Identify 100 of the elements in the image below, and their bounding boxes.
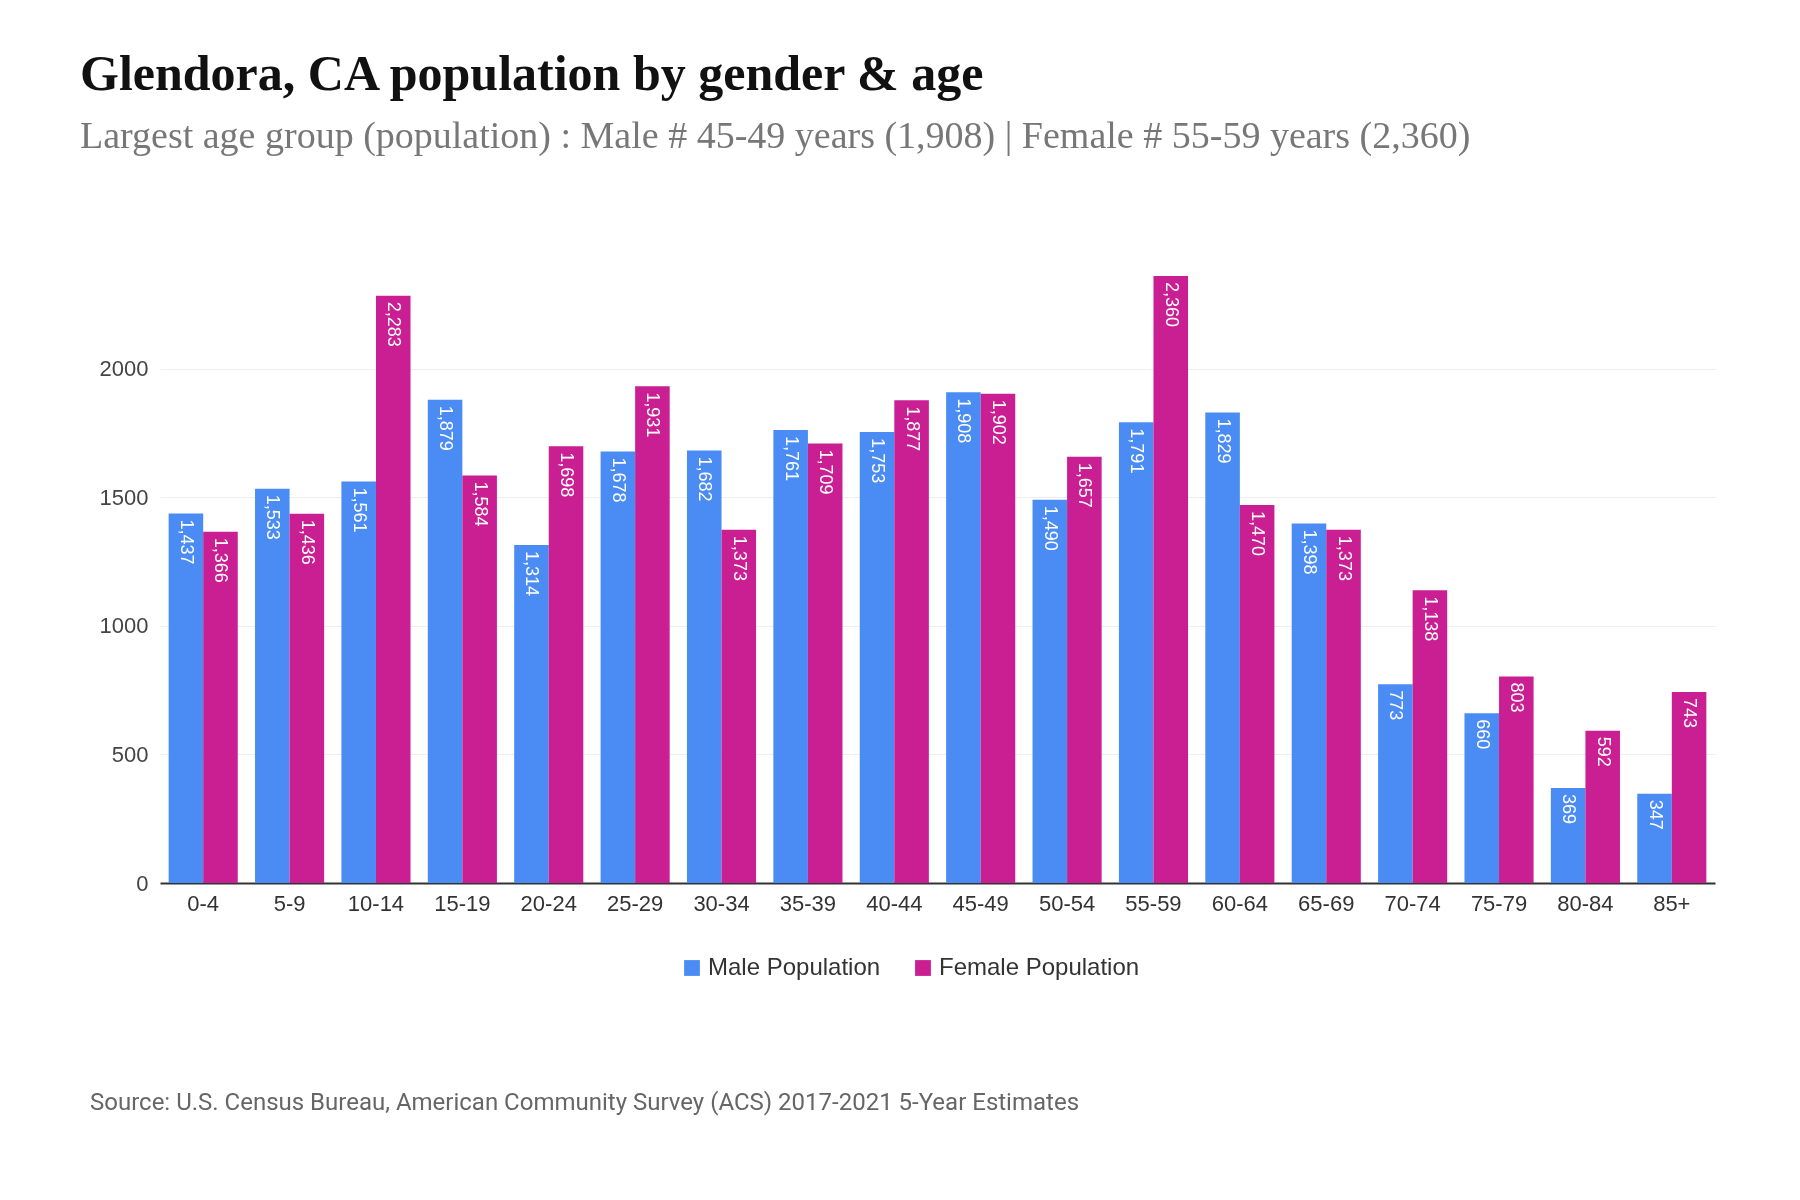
x-tick-label: 10-14 — [347, 890, 405, 916]
data-label: 1,470 — [1248, 510, 1269, 556]
x-tick-label: 45-49 — [952, 890, 1009, 916]
data-label: 1,373 — [729, 535, 750, 581]
bar — [341, 481, 376, 883]
x-tick-label: 75-79 — [1470, 890, 1528, 916]
bar — [686, 450, 722, 883]
chart-subtitle: Largest age group (population) : Male # 45-49 years (1,908) | Female # 55-59 years (2,360) — [80, 114, 1471, 157]
data-label: 1,931 — [643, 392, 664, 438]
data-label: 1,791 — [1127, 428, 1148, 474]
data-label: 1,373 — [1334, 535, 1355, 581]
data-label: 1,436 — [297, 519, 318, 565]
bar — [1671, 691, 1707, 883]
data-label: 1,761 — [781, 436, 802, 482]
bar — [946, 392, 981, 883]
bar — [1464, 713, 1500, 883]
bar — [289, 513, 325, 883]
x-tick-label: 65-69 — [1298, 890, 1355, 916]
data-label: 1,657 — [1075, 462, 1096, 508]
x-tick-label: 15-19 — [434, 890, 491, 916]
data-label: 1,678 — [608, 457, 629, 503]
legend-label: Female Population — [939, 953, 1140, 980]
chart-title: Glendora, CA population by gender & age — [80, 45, 984, 101]
bar — [168, 513, 204, 883]
source-note: Source: U.S. Census Bureau, American Community Survey (ACS) 2017-2021 5-Year Estimates — [90, 1088, 1080, 1116]
data-label: 1,437 — [176, 519, 197, 565]
data-label: 1,584 — [470, 481, 491, 527]
y-tick-label: 1000 — [99, 613, 149, 639]
data-label: 1,698 — [557, 452, 578, 498]
y-tick-label: 1500 — [99, 484, 149, 510]
x-tick-label: 85+ — [1653, 890, 1691, 916]
bar — [1412, 590, 1448, 883]
bar — [1550, 788, 1586, 883]
data-label: 2,283 — [384, 301, 405, 347]
bar — [980, 393, 1016, 883]
data-label: 1,709 — [816, 449, 837, 495]
bar — [427, 399, 463, 883]
bar — [1067, 456, 1102, 883]
x-tick-label: 25-29 — [607, 890, 664, 916]
bar — [1585, 730, 1620, 883]
y-tick-label: 2000 — [99, 356, 149, 382]
bar — [600, 451, 636, 883]
x-tick-label: 30-34 — [693, 890, 750, 916]
data-label: 660 — [1472, 719, 1493, 750]
bar — [635, 386, 670, 883]
data-label: 347 — [1645, 799, 1666, 830]
data-label: 1,561 — [349, 487, 370, 533]
data-label: 803 — [1507, 682, 1528, 713]
bar — [514, 545, 549, 883]
bar — [203, 531, 238, 883]
bar — [807, 443, 843, 883]
bar — [721, 529, 757, 883]
bar — [1499, 676, 1534, 883]
x-tick-label: 80-84 — [1557, 890, 1614, 916]
x-tick-label: 70-74 — [1384, 890, 1441, 916]
legend-label: Male Population — [708, 953, 881, 980]
bar — [1205, 412, 1240, 883]
data-label: 1,877 — [902, 406, 923, 452]
bar — [773, 430, 808, 883]
bar — [255, 488, 290, 883]
x-tick-label: 20-24 — [520, 890, 577, 916]
y-tick-label: 0 — [136, 870, 149, 896]
bar — [548, 446, 584, 883]
data-label: 773 — [1386, 690, 1407, 721]
data-label: 1,138 — [1420, 596, 1441, 642]
bar — [1326, 529, 1361, 883]
x-tick-label: 35-39 — [779, 890, 837, 916]
bar — [462, 475, 497, 883]
x-tick-label: 0-4 — [187, 890, 220, 916]
bar — [1153, 276, 1189, 883]
data-label: 1,398 — [1299, 529, 1320, 575]
data-label: 369 — [1559, 794, 1580, 825]
data-label: 1,753 — [868, 438, 889, 484]
bar — [859, 432, 895, 883]
data-label: 1,533 — [263, 494, 284, 540]
bar — [1291, 523, 1327, 883]
data-label: 1,879 — [436, 405, 457, 451]
x-tick-label: 40-44 — [866, 890, 923, 916]
bar — [1637, 793, 1672, 883]
y-tick-label: 500 — [111, 741, 149, 767]
data-label: 2,360 — [1161, 282, 1182, 328]
bar — [1239, 504, 1275, 883]
data-label: 1,829 — [1213, 418, 1234, 464]
data-label: 1,682 — [695, 456, 716, 502]
data-label: 1,908 — [954, 398, 975, 444]
bar — [894, 400, 929, 883]
x-tick-label: 50-54 — [1038, 890, 1096, 916]
bar — [1118, 422, 1154, 883]
data-label: 1,366 — [211, 537, 232, 583]
x-tick-label: 60-64 — [1211, 890, 1268, 916]
data-label: 1,490 — [1040, 505, 1061, 551]
bar — [1378, 684, 1413, 883]
x-tick-label: 5-9 — [273, 890, 306, 916]
data-label: 592 — [1593, 736, 1614, 767]
data-label: 1,314 — [522, 551, 543, 597]
data-label: 1,902 — [988, 399, 1009, 445]
x-tick-label: 55-59 — [1125, 890, 1182, 916]
data-label: 743 — [1680, 697, 1701, 728]
bar — [1032, 499, 1068, 883]
bar — [375, 295, 411, 883]
